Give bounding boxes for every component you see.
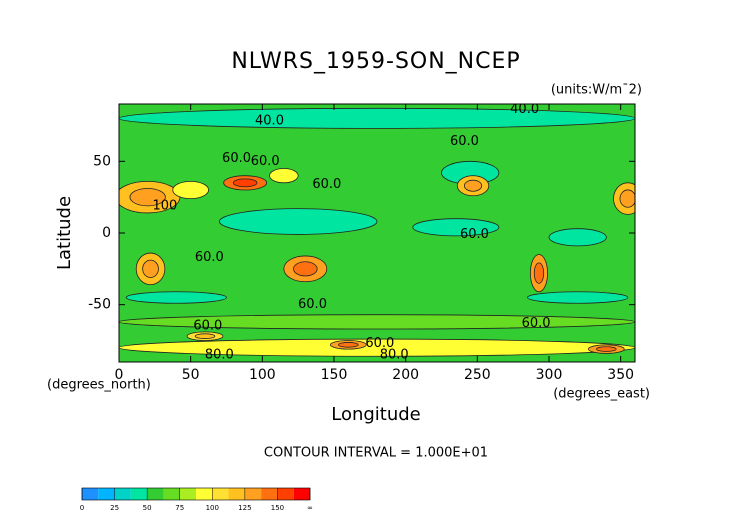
colorbar-label: 100 xyxy=(206,504,219,512)
x-tick-label: 50 xyxy=(182,367,200,383)
contour-label: 60.0 xyxy=(312,177,341,192)
field-patch xyxy=(269,168,299,184)
contour-label: 80.0 xyxy=(380,347,409,362)
colorbar-label: 0 xyxy=(80,504,84,512)
colorbar-swatch xyxy=(293,488,310,500)
y-unit: (degrees_north) xyxy=(47,378,151,393)
field-core xyxy=(533,262,545,284)
contour-label: 60.0 xyxy=(522,316,551,331)
colorbar-swatch xyxy=(147,488,164,500)
y-tick-label: -50 xyxy=(88,297,111,313)
contour-label: 60.0 xyxy=(222,151,251,166)
colorbar-swatch xyxy=(98,488,115,500)
colorbar-swatch xyxy=(261,488,278,500)
colorbar-swatch xyxy=(179,488,196,500)
plot-area: 40.040.060.0 60.060.060.010060.060.060.06… xyxy=(119,102,635,362)
field-core xyxy=(619,189,635,208)
contour-label: 60.0 xyxy=(251,154,280,169)
colorbar-swatch xyxy=(244,488,262,500)
colorbar-swatch xyxy=(130,488,148,500)
field-core xyxy=(596,346,617,352)
x-axis-label: Longitude xyxy=(331,404,421,425)
x-unit: (degrees_east) xyxy=(553,387,650,402)
field-patch xyxy=(412,218,500,237)
colorbar-label: 25 xyxy=(110,504,119,512)
colorbar-swatch xyxy=(82,488,99,500)
field-patch xyxy=(125,291,227,304)
field-patch xyxy=(527,291,629,304)
y-tick-label: 50 xyxy=(93,153,111,169)
field-patch xyxy=(172,180,209,199)
y-axis-label: Latitude xyxy=(54,196,75,270)
x-tick-label: 250 xyxy=(464,367,491,383)
field-core xyxy=(232,178,258,188)
chart-title: NLWRS_1959-SON_NCEP xyxy=(231,49,520,74)
field-core xyxy=(129,188,166,207)
field-patch xyxy=(218,208,378,235)
x-tick-label: 0 xyxy=(115,367,124,383)
y-tick-label: 0 xyxy=(102,225,111,241)
contour-label: 40.0 xyxy=(255,114,284,129)
colorbar-swatch xyxy=(114,488,131,500)
contour-label: 60.0 xyxy=(298,297,327,312)
x-tick-label: 350 xyxy=(607,367,634,383)
colorbar-swatch xyxy=(196,488,213,500)
colorbar-label: 75 xyxy=(175,504,184,512)
contour-label: 60.0 xyxy=(193,319,222,334)
colorbar-label: ∞ xyxy=(307,504,313,512)
contour-label: 60.0 xyxy=(450,134,479,149)
field-patch xyxy=(119,338,635,357)
colorbar-swatch xyxy=(277,488,294,500)
footnote: CONTOUR INTERVAL = 1.000E+01 xyxy=(264,446,488,461)
x-tick-label: 300 xyxy=(536,367,563,383)
colorbar-label: 125 xyxy=(238,504,251,512)
contour-label: 60.0 xyxy=(460,227,489,242)
field-core xyxy=(463,179,483,192)
contour-label: 100 xyxy=(152,198,177,213)
x-tick-label: 150 xyxy=(321,367,348,383)
field-core xyxy=(142,259,159,278)
colorbar-label: 150 xyxy=(271,504,284,512)
field-core xyxy=(338,342,359,348)
contour-label: 80.0 xyxy=(205,347,234,362)
field-core xyxy=(293,261,318,277)
field-patch xyxy=(119,107,635,129)
units: (units:W/m¯2) xyxy=(551,83,642,98)
colorbar-swatch xyxy=(212,488,229,500)
field-patch xyxy=(548,228,607,247)
colorbar-label: 50 xyxy=(143,504,152,512)
contour-label: 60.0 xyxy=(195,250,224,265)
x-tick-label: 200 xyxy=(392,367,419,383)
contour-label: 40.0 xyxy=(510,102,539,117)
field-patch xyxy=(119,314,635,330)
contour-label: 60.0 xyxy=(365,336,394,351)
colorbar-swatch xyxy=(163,488,180,500)
field-core xyxy=(194,333,216,339)
x-tick-label: 100 xyxy=(249,367,276,383)
colorbar-swatch xyxy=(228,488,245,500)
